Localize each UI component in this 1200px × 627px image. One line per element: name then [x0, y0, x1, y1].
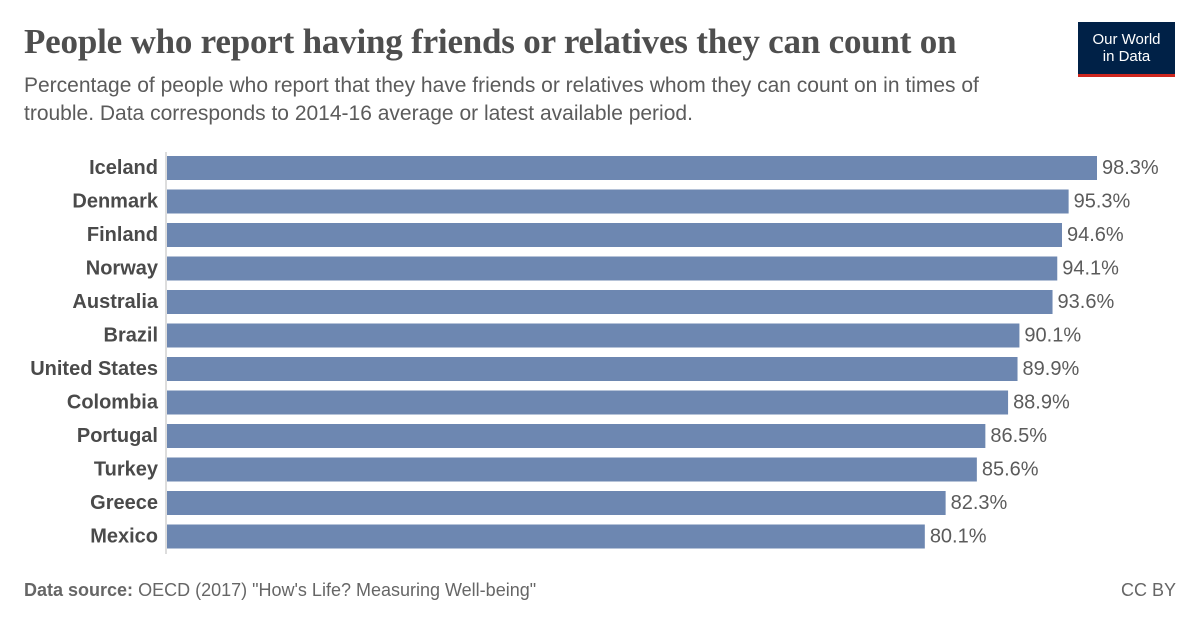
bar[interactable] [167, 457, 977, 482]
logo-line-2: in Data [1102, 48, 1151, 65]
value-label: 82.3% [951, 492, 1008, 514]
category-label: Australia [72, 291, 158, 313]
bar[interactable] [167, 223, 1062, 247]
data-source-label: Data source: [24, 580, 134, 600]
chart-subtitle: Percentage of people who report that the… [24, 74, 979, 125]
value-label: 98.3% [1102, 157, 1159, 179]
bar[interactable] [167, 290, 1053, 314]
category-label: Portugal [77, 425, 158, 447]
value-label: 85.6% [982, 459, 1039, 481]
value-label: 94.6% [1067, 224, 1124, 246]
category-label: United States [30, 358, 158, 380]
data-source-text[interactable]: OECD (2017) "How's Life? Measuring Well-… [138, 580, 537, 600]
category-label: Norway [86, 258, 159, 280]
category-label: Mexico [90, 526, 158, 548]
license-link[interactable]: CC BY [1120, 580, 1176, 600]
bar-chart: Iceland 98.3% Denmark 95.3% Finland 94.6% Norw… [30, 152, 1159, 554]
value-label: 86.5% [990, 425, 1047, 447]
value-label: 94.1% [1062, 258, 1119, 280]
category-label: Finland [87, 224, 158, 246]
data-source: Data source: OECD (2017) "How's Life? Me… [24, 580, 536, 601]
owid-logo[interactable]: Our World in Data [1078, 22, 1175, 77]
category-label: Iceland [89, 157, 158, 179]
bar[interactable] [167, 189, 1069, 214]
value-label: 89.9% [1023, 358, 1080, 380]
value-label: 90.1% [1024, 325, 1081, 347]
bar[interactable] [167, 524, 925, 549]
value-label: 95.3% [1074, 191, 1131, 213]
value-label: 88.9% [1013, 392, 1070, 414]
category-label: Greece [90, 492, 158, 514]
bar[interactable] [167, 156, 1097, 180]
category-label: Colombia [67, 392, 159, 414]
category-label: Brazil [104, 325, 158, 347]
value-label: 80.1% [930, 526, 987, 548]
category-label: Denmark [72, 191, 158, 213]
bar[interactable] [167, 424, 986, 448]
chart-title: People who report having friends or rela… [24, 22, 957, 61]
bar[interactable] [167, 390, 1009, 415]
category-label: Turkey [94, 459, 159, 481]
value-label: 93.6% [1058, 291, 1115, 313]
bar[interactable] [167, 256, 1058, 281]
bar[interactable] [167, 357, 1018, 381]
logo-line-1: Our World [1092, 31, 1161, 48]
bar[interactable] [167, 491, 946, 515]
bar[interactable] [167, 323, 1020, 348]
